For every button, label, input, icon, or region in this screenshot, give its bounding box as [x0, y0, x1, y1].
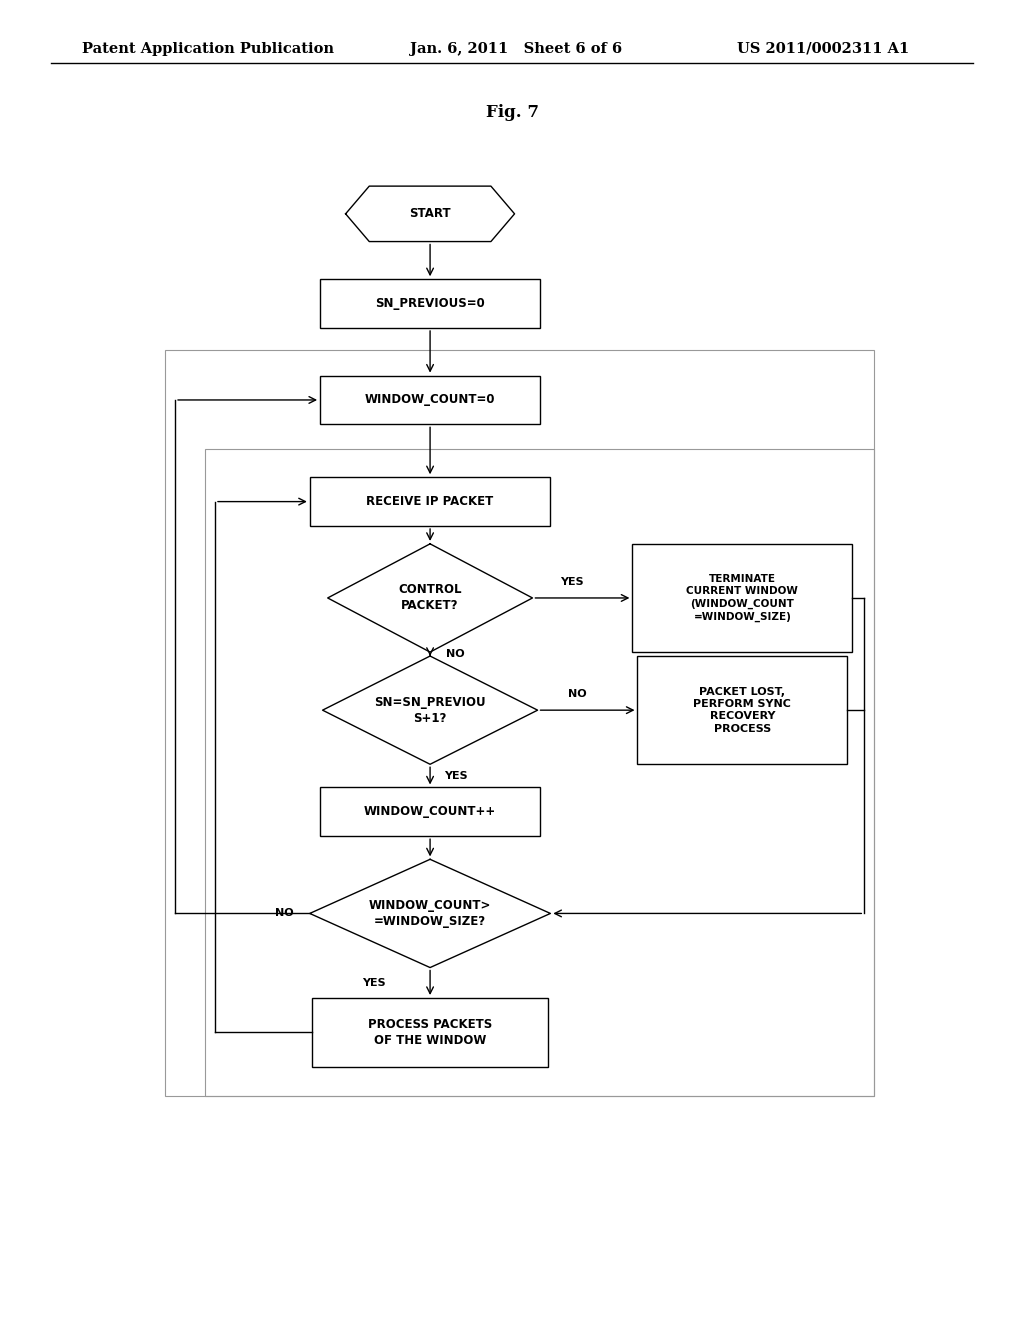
- Text: NO: NO: [568, 689, 587, 700]
- Polygon shape: [328, 544, 532, 652]
- Text: RECEIVE IP PACKET: RECEIVE IP PACKET: [367, 495, 494, 508]
- Polygon shape: [345, 186, 514, 242]
- FancyBboxPatch shape: [319, 787, 541, 837]
- Text: START: START: [410, 207, 451, 220]
- Text: WINDOW_COUNT++: WINDOW_COUNT++: [364, 805, 497, 818]
- Polygon shape: [309, 859, 551, 968]
- Text: US 2011/0002311 A1: US 2011/0002311 A1: [737, 42, 909, 55]
- Text: SN=SN_PREVIOU
S+1?: SN=SN_PREVIOU S+1?: [374, 696, 486, 725]
- Text: WINDOW_COUNT=0: WINDOW_COUNT=0: [365, 393, 496, 407]
- FancyBboxPatch shape: [637, 656, 847, 764]
- Text: SN_PREVIOUS=0: SN_PREVIOUS=0: [375, 297, 485, 310]
- Text: TERMINATE
CURRENT WINDOW
(WINDOW_COUNT
=WINDOW_SIZE): TERMINATE CURRENT WINDOW (WINDOW_COUNT =…: [686, 574, 799, 622]
- FancyBboxPatch shape: [632, 544, 852, 652]
- FancyBboxPatch shape: [309, 477, 551, 525]
- FancyBboxPatch shape: [312, 998, 548, 1067]
- Bar: [165, 350, 874, 1096]
- Polygon shape: [323, 656, 538, 764]
- Text: WINDOW_COUNT>
=WINDOW_SIZE?: WINDOW_COUNT> =WINDOW_SIZE?: [369, 899, 492, 928]
- Text: Patent Application Publication: Patent Application Publication: [82, 42, 334, 55]
- Text: PROCESS PACKETS
OF THE WINDOW: PROCESS PACKETS OF THE WINDOW: [368, 1018, 493, 1047]
- Bar: [205, 449, 874, 1096]
- Text: YES: YES: [361, 978, 386, 987]
- Text: Fig. 7: Fig. 7: [485, 104, 539, 120]
- Text: PACKET LOST,
PERFORM SYNC
RECOVERY
PROCESS: PACKET LOST, PERFORM SYNC RECOVERY PROCE…: [693, 686, 792, 734]
- Text: CONTROL
PACKET?: CONTROL PACKET?: [398, 583, 462, 612]
- FancyBboxPatch shape: [319, 279, 541, 327]
- Text: YES: YES: [443, 771, 468, 781]
- Text: NO: NO: [446, 649, 465, 659]
- Text: YES: YES: [560, 577, 584, 587]
- FancyBboxPatch shape: [319, 375, 541, 425]
- Text: Jan. 6, 2011   Sheet 6 of 6: Jan. 6, 2011 Sheet 6 of 6: [410, 42, 622, 55]
- Text: NO: NO: [274, 908, 294, 919]
